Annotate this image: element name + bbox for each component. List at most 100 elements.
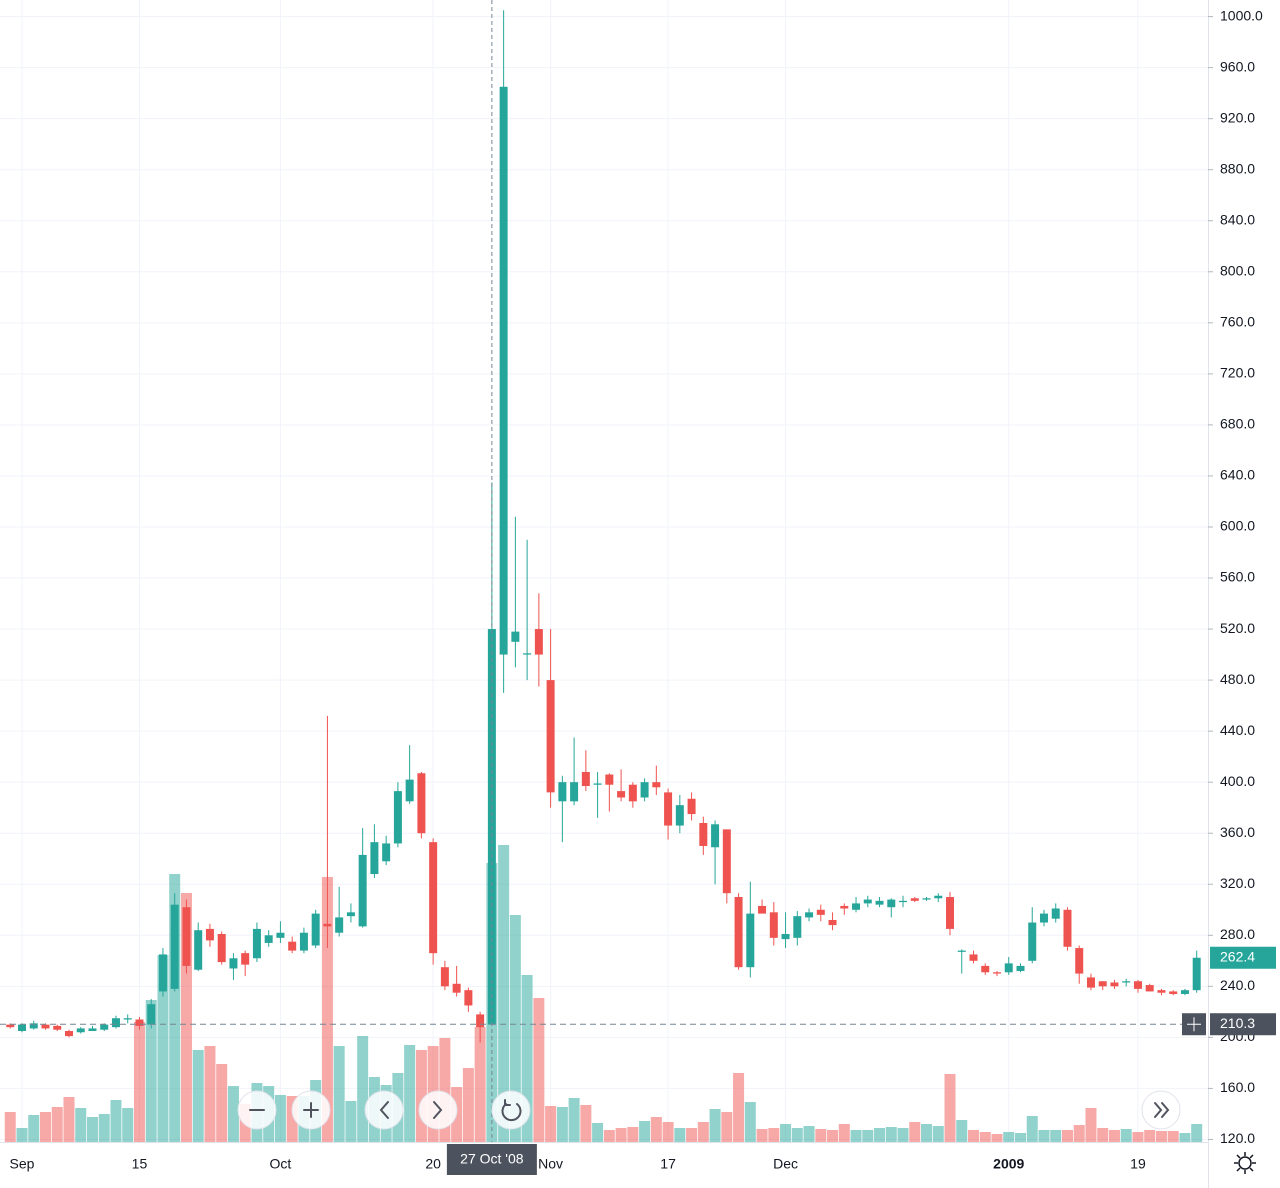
candle-body bbox=[664, 792, 673, 826]
volume-bar bbox=[803, 1126, 815, 1142]
candle-body bbox=[570, 782, 579, 802]
scroll-right-button[interactable] bbox=[418, 1090, 458, 1130]
last-price-label: 262.4 bbox=[1220, 948, 1255, 964]
volume-bar bbox=[744, 1102, 756, 1142]
candle-body bbox=[605, 774, 614, 785]
candle-body bbox=[464, 990, 473, 1006]
candle-body bbox=[840, 905, 849, 909]
x-tick-label: Nov bbox=[538, 1156, 563, 1172]
volume-bar bbox=[662, 1122, 674, 1142]
volume-bar bbox=[1014, 1133, 1026, 1142]
volume-bar bbox=[63, 1097, 75, 1142]
y-tick-label: 640.0 bbox=[1220, 467, 1255, 483]
volume-bar bbox=[909, 1122, 921, 1142]
right-icon bbox=[433, 1101, 443, 1119]
candle-body bbox=[640, 782, 649, 798]
candle-body bbox=[217, 934, 226, 963]
candle-body bbox=[1180, 990, 1189, 994]
volume-bar bbox=[1050, 1130, 1062, 1142]
candle-body bbox=[370, 842, 379, 875]
plus-icon bbox=[303, 1102, 319, 1118]
candle-body bbox=[88, 1028, 97, 1031]
volume-bar bbox=[721, 1112, 733, 1142]
volume-bar bbox=[415, 1050, 427, 1142]
y-tick-label: 520.0 bbox=[1220, 620, 1255, 636]
x-tick-label: 19 bbox=[1130, 1156, 1146, 1172]
y-tick-label: 360.0 bbox=[1220, 824, 1255, 840]
crosshair-plus bbox=[1187, 1017, 1201, 1032]
candle-body bbox=[699, 823, 708, 846]
candle-body bbox=[758, 905, 767, 914]
volume-bar bbox=[627, 1127, 639, 1142]
candle-body bbox=[76, 1028, 85, 1033]
candle-body bbox=[1122, 981, 1131, 983]
candle-body bbox=[1004, 963, 1013, 973]
candle-body bbox=[335, 917, 344, 933]
candle-body bbox=[299, 932, 308, 951]
candle-body bbox=[816, 909, 825, 915]
volume-bar bbox=[1132, 1132, 1144, 1142]
volume-bar bbox=[709, 1109, 721, 1142]
candle-body bbox=[628, 784, 637, 802]
y-tick-label: 1000.0 bbox=[1220, 7, 1263, 23]
candle-body bbox=[687, 798, 696, 815]
candle-body bbox=[382, 843, 391, 862]
candle-body bbox=[1075, 948, 1084, 974]
volume-bar bbox=[1155, 1131, 1167, 1142]
volume-bar bbox=[180, 893, 192, 1142]
x-tick-label: Oct bbox=[270, 1156, 292, 1172]
candle-body bbox=[1086, 977, 1095, 988]
candle-body bbox=[1039, 913, 1048, 923]
candle-body bbox=[805, 912, 814, 918]
volume-bar bbox=[1144, 1130, 1156, 1142]
volume-bar bbox=[968, 1130, 980, 1142]
candle-body bbox=[111, 1018, 120, 1028]
x-tick-label: 20 bbox=[425, 1156, 441, 1172]
y-tick-label: 600.0 bbox=[1220, 518, 1255, 534]
x-tick-label: 17 bbox=[660, 1156, 676, 1172]
volume-bar bbox=[650, 1117, 662, 1142]
scroll-left-button[interactable] bbox=[364, 1090, 404, 1130]
y-tick-label: 160.0 bbox=[1220, 1079, 1255, 1095]
candle-body bbox=[910, 898, 919, 901]
volume-bar bbox=[639, 1121, 651, 1142]
y-tick-label: 840.0 bbox=[1220, 211, 1255, 227]
volume-bar bbox=[733, 1073, 745, 1142]
candle-body bbox=[581, 771, 590, 787]
volume-bar bbox=[333, 1046, 345, 1142]
candle-body bbox=[6, 1024, 15, 1028]
volume-bar bbox=[1038, 1130, 1050, 1142]
volume-bar bbox=[86, 1117, 98, 1142]
candle-body bbox=[863, 899, 872, 904]
candle-body bbox=[405, 779, 414, 802]
y-tick-label: 320.0 bbox=[1220, 875, 1255, 891]
candle-body bbox=[241, 953, 250, 965]
reset-button[interactable] bbox=[491, 1090, 531, 1130]
volume-bar bbox=[439, 1038, 451, 1142]
candles bbox=[6, 10, 1201, 1043]
candle-body bbox=[346, 912, 355, 917]
volume-bar bbox=[1026, 1116, 1038, 1142]
volume-bar bbox=[545, 1106, 557, 1142]
candle-body bbox=[53, 1025, 62, 1030]
volume-bar bbox=[521, 975, 533, 1142]
volume-bar bbox=[686, 1128, 698, 1142]
volume-bar bbox=[1073, 1125, 1085, 1142]
candle-body bbox=[1110, 982, 1119, 987]
candle-body bbox=[1063, 909, 1072, 947]
volume-pane bbox=[4, 845, 1203, 1142]
volume-bar bbox=[110, 1100, 122, 1142]
volume-bar bbox=[145, 1000, 157, 1142]
settings-icon[interactable] bbox=[1234, 1152, 1256, 1174]
volume-bar bbox=[944, 1074, 956, 1142]
candle-body bbox=[711, 824, 720, 848]
y-tick-label: 680.0 bbox=[1220, 416, 1255, 432]
candle-body bbox=[1098, 981, 1107, 987]
x-tick-label: 2009 bbox=[993, 1156, 1024, 1172]
candle-body bbox=[323, 923, 332, 927]
volume-bar bbox=[1167, 1131, 1179, 1142]
volume-bar bbox=[1120, 1129, 1132, 1142]
candle-body bbox=[1051, 908, 1060, 919]
